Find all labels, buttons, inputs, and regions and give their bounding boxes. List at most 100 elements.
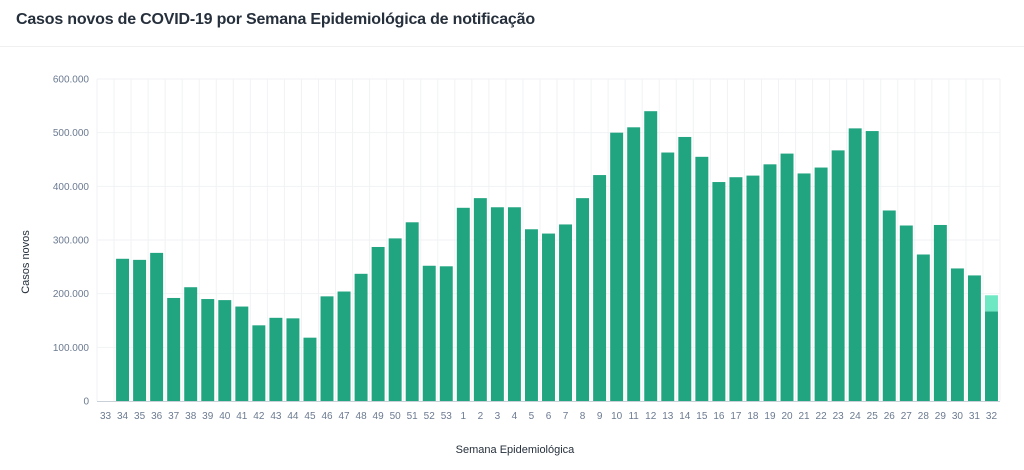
x-tick-label: 46: [321, 411, 333, 422]
bar-week-40[interactable]: [218, 300, 232, 401]
x-tick-label: 12: [645, 411, 657, 422]
bar-week-45[interactable]: [303, 337, 317, 401]
bar-week-31[interactable]: [967, 275, 981, 401]
bar-week-18[interactable]: [746, 175, 760, 401]
x-tick-label: 29: [935, 411, 947, 422]
bar-week-32-partial[interactable]: [985, 295, 998, 312]
bar-week-35[interactable]: [133, 259, 147, 401]
x-tick-label: 42: [253, 411, 265, 422]
x-tick-label: 4: [512, 411, 518, 422]
bar-week-21[interactable]: [797, 173, 811, 401]
x-tick-label: 28: [918, 411, 930, 422]
bar-week-22[interactable]: [814, 167, 828, 401]
bar-week-19[interactable]: [763, 164, 777, 401]
x-tick-label: 7: [563, 411, 569, 422]
x-tick-label: 49: [373, 411, 385, 422]
x-tick-label: 26: [884, 411, 896, 422]
bar-week-16[interactable]: [712, 182, 726, 401]
bar-week-23[interactable]: [831, 150, 845, 401]
x-tick-label: 23: [833, 411, 845, 422]
bar-week-11[interactable]: [627, 127, 641, 402]
bar-week-27[interactable]: [899, 225, 913, 401]
y-tick-label: 0: [83, 397, 89, 408]
bar-week-30[interactable]: [950, 268, 964, 401]
x-tick-label: 40: [219, 411, 231, 422]
bar-week-12[interactable]: [644, 111, 658, 401]
x-tick-label: 25: [867, 411, 879, 422]
x-tick-label: 11: [628, 411, 639, 422]
bar-week-51[interactable]: [405, 222, 419, 401]
x-tick-label: 27: [901, 411, 913, 422]
bar-week-28[interactable]: [916, 254, 930, 401]
x-tick-label: 24: [850, 411, 862, 422]
x-tick-label: 41: [236, 411, 248, 422]
x-tick-label: 31: [969, 411, 981, 422]
bar-week-14[interactable]: [678, 136, 692, 401]
bar-week-36[interactable]: [150, 252, 164, 401]
bar-week-4[interactable]: [507, 207, 521, 401]
bar-week-42[interactable]: [252, 325, 266, 401]
bar-week-25[interactable]: [865, 131, 879, 401]
bar-week-2[interactable]: [473, 198, 487, 401]
x-tick-label: 3: [495, 411, 501, 422]
bar-week-15[interactable]: [695, 156, 709, 401]
bar-week-9[interactable]: [593, 175, 607, 401]
x-tick-label: 13: [662, 411, 674, 422]
x-tick-label: 20: [781, 411, 793, 422]
bar-week-17[interactable]: [729, 177, 743, 401]
x-tick-label: 10: [611, 411, 623, 422]
bar-week-41[interactable]: [235, 306, 249, 401]
x-tick-label: 53: [441, 411, 453, 422]
bar-week-29[interactable]: [933, 224, 947, 401]
x-tick-label: 39: [202, 411, 214, 422]
bar-week-49[interactable]: [371, 246, 385, 401]
bar-week-3[interactable]: [490, 207, 504, 401]
bar-week-48[interactable]: [354, 273, 368, 401]
x-tick-label: 1: [461, 411, 467, 422]
bar-week-38[interactable]: [184, 287, 198, 401]
bar-week-39[interactable]: [201, 299, 215, 401]
x-tick-label: 16: [713, 411, 725, 422]
bar-week-46[interactable]: [320, 296, 334, 401]
x-tick-labels: 33 34 35 36 37 38 39 40 41 42 43 44 45 46 47 48 49 50 51 52…: [100, 411, 998, 422]
bar-week-37[interactable]: [167, 297, 181, 401]
x-tick-label: 14: [679, 411, 691, 422]
bar-week-44[interactable]: [286, 318, 300, 401]
grid-layer: [96, 78, 1001, 401]
x-tick-label: 15: [696, 411, 708, 422]
x-tick-label: 6: [546, 411, 552, 422]
x-tick-label: 37: [168, 411, 180, 422]
bar-week-53[interactable]: [439, 266, 453, 401]
bar-week-13[interactable]: [661, 152, 675, 401]
bar-week-10[interactable]: [610, 132, 624, 401]
x-tick-label: 33: [100, 411, 112, 422]
y-axis-label: Casos novos: [20, 230, 32, 294]
x-tick-label: 18: [747, 411, 759, 422]
bar-week-43[interactable]: [269, 317, 283, 401]
bar-week-32[interactable]: [985, 311, 998, 401]
x-tick-label: 32: [986, 411, 998, 422]
bar-week-20[interactable]: [780, 153, 794, 401]
x-tick-label: 51: [407, 411, 419, 422]
y-tick-label: 500.000: [53, 128, 90, 139]
bar-week-24[interactable]: [848, 128, 862, 401]
bar-week-7[interactable]: [559, 224, 573, 401]
bar-week-52[interactable]: [422, 265, 436, 401]
bar-week-47[interactable]: [337, 291, 351, 401]
bar-week-34[interactable]: [116, 258, 130, 401]
x-tick-label: 50: [390, 411, 402, 422]
bar-week-26[interactable]: [882, 210, 896, 401]
x-tick-label: 19: [764, 411, 776, 422]
bar-week-6[interactable]: [542, 233, 555, 401]
x-tick-label: 2: [478, 411, 484, 422]
bar-week-5[interactable]: [524, 229, 538, 401]
x-tick-label: 35: [134, 411, 146, 422]
x-axis-label: Semana Epidemiológica: [456, 444, 576, 456]
bar-week-50[interactable]: [388, 238, 402, 401]
bar-week-1[interactable]: [456, 207, 470, 401]
bar-week-8[interactable]: [576, 198, 590, 401]
x-tick-label: 34: [117, 411, 129, 422]
x-tick-label: 21: [799, 411, 811, 422]
